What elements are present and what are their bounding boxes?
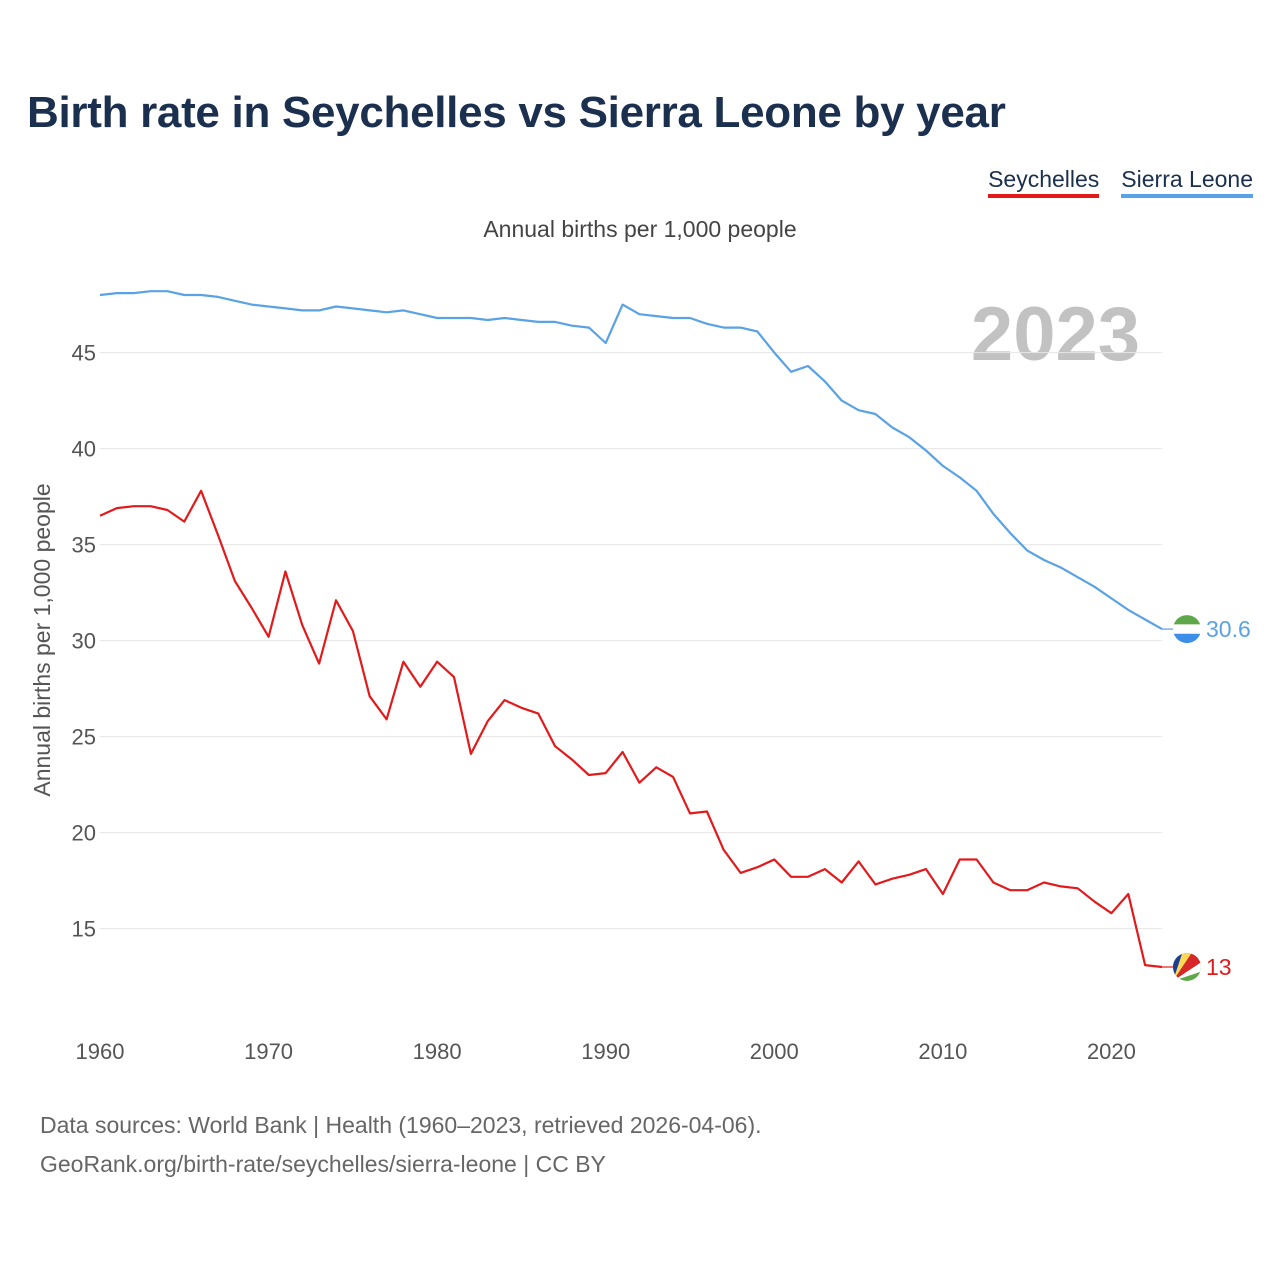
x-tick-label-1970: 1970	[244, 1039, 293, 1064]
end-label-sierra-leone: 30.6	[1206, 616, 1251, 642]
series-line-sierra-leone	[99, 290, 1163, 631]
x-tick-label-1990: 1990	[581, 1039, 630, 1064]
legend-item-sierra-leone[interactable]: Sierra Leone	[1121, 166, 1253, 198]
y-tick-label-25: 25	[72, 725, 96, 750]
seychelles-flag-icon	[1173, 953, 1201, 981]
chart-subtitle: Annual births per 1,000 people	[483, 216, 797, 242]
end-label-seychelles: 13	[1206, 954, 1232, 980]
x-tick-label-1960: 1960	[76, 1039, 125, 1064]
year-label: 2023	[971, 292, 1140, 377]
y-tick-label-40: 40	[72, 437, 96, 462]
line-chart: 2023 15 20 25 30 35 40 45 1960 1970 1980 1990 2000 20…	[29, 290, 1251, 1064]
y-tick-label-45: 45	[72, 341, 96, 366]
x-tick-label-2010: 2010	[918, 1039, 967, 1064]
y-axis-label: Annual births per 1,000 people	[29, 483, 55, 796]
y-tick-label-30: 30	[72, 629, 96, 654]
legend: Seychelles Sierra Leone	[988, 166, 1253, 198]
series-line-seychelles	[99, 489, 1163, 969]
y-tick-label-20: 20	[72, 821, 96, 846]
y-tick-label-35: 35	[72, 533, 96, 558]
footer-url[interactable]: GeoRank.org/birth-rate/seychelles/sierra…	[40, 1151, 606, 1177]
chart-title: Birth rate in Seychelles vs Sierra Leone…	[27, 88, 1006, 137]
footer: Data sources: World Bank | Health (1960–…	[40, 1106, 762, 1184]
footer-source: Data sources: World Bank | Health (1960–…	[40, 1112, 762, 1138]
x-tick-label-2000: 2000	[750, 1039, 799, 1064]
sierra-leone-flag-icon	[1173, 615, 1201, 644]
x-tick-label-1980: 1980	[413, 1039, 462, 1064]
y-tick-label-15: 15	[72, 917, 96, 942]
x-tick-label-2020: 2020	[1087, 1039, 1136, 1064]
legend-item-seychelles[interactable]: Seychelles	[988, 166, 1100, 198]
